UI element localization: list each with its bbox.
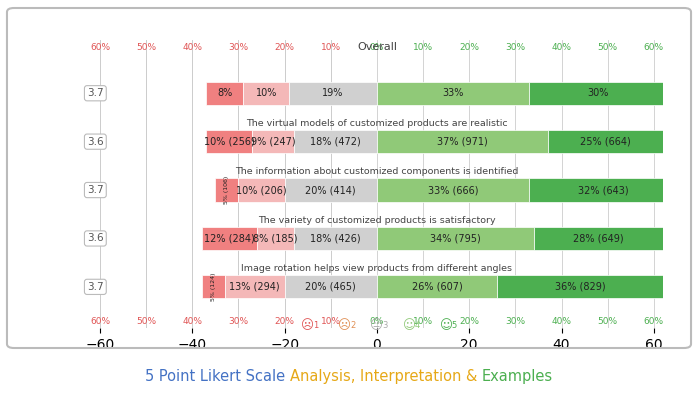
Text: Analysis, Interpretation &: Analysis, Interpretation & (290, 369, 482, 384)
Text: 40%: 40% (182, 43, 202, 52)
Bar (257, 227, 294, 250)
Text: 50%: 50% (136, 317, 156, 326)
Text: 30%: 30% (505, 317, 526, 326)
Text: 36% (829): 36% (829) (555, 282, 605, 292)
Bar (243, 82, 289, 105)
Text: 3.6: 3.6 (87, 137, 104, 147)
Text: 20%: 20% (459, 317, 480, 326)
Bar (225, 275, 285, 298)
Text: 50%: 50% (597, 43, 618, 52)
Text: 0%: 0% (370, 317, 384, 326)
Text: 34% (795): 34% (795) (430, 234, 481, 244)
Text: 3: 3 (383, 321, 388, 330)
Text: 10%: 10% (255, 88, 277, 98)
Text: ☺: ☺ (440, 319, 453, 332)
Text: 10%: 10% (413, 43, 433, 52)
Bar (239, 178, 285, 202)
Bar (534, 227, 663, 250)
Bar (216, 178, 239, 202)
Text: 60%: 60% (644, 317, 664, 326)
Text: 1: 1 (313, 321, 318, 330)
Text: 25% (664): 25% (664) (580, 137, 631, 147)
Text: 3.7: 3.7 (87, 88, 104, 98)
Text: 2: 2 (350, 321, 355, 330)
Bar (377, 82, 529, 105)
Bar (285, 178, 377, 202)
Text: 13% (294): 13% (294) (229, 282, 280, 292)
Text: 3.7: 3.7 (87, 282, 104, 292)
Text: 20% (414): 20% (414) (306, 185, 356, 195)
Text: 30%: 30% (505, 43, 526, 52)
Text: Image rotation helps view products from different angles: Image rotation helps view products from … (242, 264, 512, 273)
Text: 😐: 😐 (371, 319, 383, 332)
Text: 20%: 20% (274, 43, 295, 52)
Bar (548, 130, 663, 153)
Bar (497, 275, 663, 298)
Text: 8%: 8% (217, 88, 232, 98)
Text: 3.7: 3.7 (87, 185, 104, 195)
Text: 40%: 40% (182, 317, 202, 326)
Bar (377, 178, 529, 202)
Text: 3.6: 3.6 (87, 234, 104, 244)
Text: 30%: 30% (588, 88, 609, 98)
Text: 5 Point Likert Scale: 5 Point Likert Scale (145, 369, 290, 384)
Text: 40%: 40% (551, 317, 572, 326)
Text: 60%: 60% (90, 317, 110, 326)
Bar (377, 275, 497, 298)
Text: The virtual models of customized products are realistic: The virtual models of customized product… (246, 119, 507, 128)
Bar (294, 130, 377, 153)
Text: 20%: 20% (459, 43, 480, 52)
Text: 10% (256): 10% (256) (204, 137, 255, 147)
Text: 20%: 20% (274, 317, 295, 326)
Text: 33% (666): 33% (666) (428, 185, 478, 195)
Bar (285, 275, 377, 298)
Text: ☹: ☹ (301, 319, 314, 332)
Text: 5: 5 (452, 321, 457, 330)
Text: 8% (185): 8% (185) (253, 234, 297, 244)
Text: 50%: 50% (597, 317, 618, 326)
Text: Overall: Overall (357, 42, 397, 52)
Text: 5% (106): 5% (106) (224, 176, 230, 204)
Text: 32% (643): 32% (643) (578, 185, 628, 195)
Text: 33%: 33% (443, 88, 463, 98)
Text: 0%: 0% (370, 43, 384, 52)
Text: Examples: Examples (482, 369, 553, 384)
Text: 30%: 30% (228, 43, 248, 52)
Bar (289, 82, 377, 105)
Text: ☹: ☹ (338, 319, 351, 332)
Bar (377, 227, 534, 250)
Text: 10%: 10% (320, 43, 341, 52)
Bar (206, 130, 252, 153)
Text: 50%: 50% (136, 43, 156, 52)
Bar (206, 82, 243, 105)
Text: 9% (247): 9% (247) (251, 137, 295, 147)
Bar (377, 130, 548, 153)
Text: 20% (465): 20% (465) (306, 282, 356, 292)
Bar (202, 275, 225, 298)
Text: 12% (284): 12% (284) (204, 234, 255, 244)
Text: 4: 4 (415, 321, 420, 330)
Text: ☺: ☺ (403, 319, 416, 332)
Text: 18% (472): 18% (472) (310, 137, 361, 147)
Text: The information about customized components is identified: The information about customized compone… (235, 168, 519, 176)
Text: 37% (971): 37% (971) (437, 137, 488, 147)
Text: 60%: 60% (644, 43, 664, 52)
Text: 10%: 10% (320, 317, 341, 326)
Bar (252, 130, 294, 153)
Text: 18% (426): 18% (426) (310, 234, 361, 244)
Text: 60%: 60% (90, 43, 110, 52)
Text: 28% (649): 28% (649) (573, 234, 624, 244)
Text: The variety of customized products is satisfactory: The variety of customized products is sa… (258, 216, 496, 225)
Text: 30%: 30% (228, 317, 248, 326)
Text: 26% (607): 26% (607) (412, 282, 462, 292)
Text: 10% (206): 10% (206) (236, 185, 287, 195)
Text: 10%: 10% (413, 317, 433, 326)
Bar (529, 82, 668, 105)
Text: 5% (124): 5% (124) (211, 273, 216, 301)
Bar (202, 227, 257, 250)
Text: 40%: 40% (551, 43, 572, 52)
Bar (529, 178, 677, 202)
Bar (294, 227, 377, 250)
Text: 19%: 19% (322, 88, 343, 98)
